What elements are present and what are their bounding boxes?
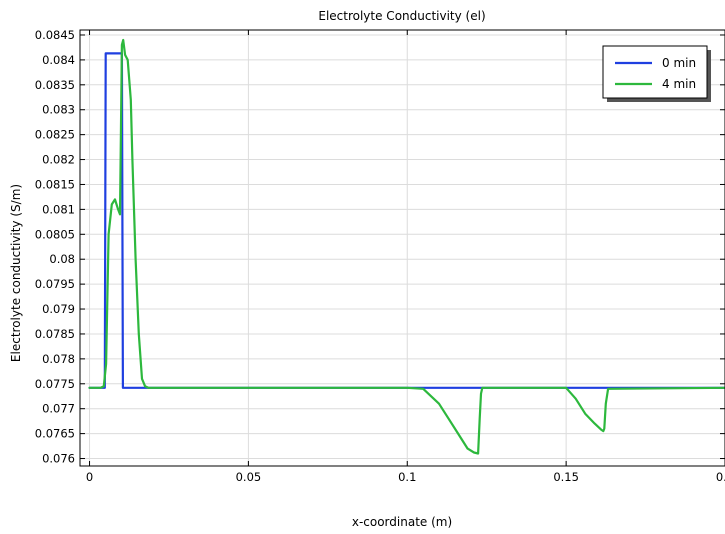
y-tick-label: 0.0765 (35, 427, 75, 441)
y-tick-label: 0.0825 (35, 128, 75, 142)
series-layer (88, 38, 725, 455)
x-tick-label: 0.15 (553, 470, 579, 484)
legend: 0 min 4 min (602, 45, 711, 102)
grid (80, 30, 725, 466)
y-tick-label: 0.079 (42, 302, 75, 316)
legend-label-0-min: 0 min (662, 56, 696, 70)
y-tick-label: 0.0795 (35, 277, 75, 291)
series-line-4-min (88, 38, 725, 455)
y-tick-label: 0.0785 (35, 327, 75, 341)
y-tick-label: 0.078 (42, 352, 75, 366)
y-tick-label: 0.084 (42, 53, 75, 67)
y-tick-label: 0.081 (42, 202, 75, 216)
ticks: 0 0.05 0.1 0.15 0.2 0.076 0.0765 0.077 0.0775 0.0… (35, 28, 725, 484)
x-axis-title: x-coordinate (m) (352, 515, 452, 529)
y-axis-title: Electrolyte conductivity (S/m) (9, 184, 23, 362)
x-tick-label: 0.1 (398, 470, 416, 484)
x-tick-label: 0 (86, 470, 93, 484)
y-tick-label: 0.0835 (35, 78, 75, 92)
y-tick-label: 0.08 (49, 252, 75, 266)
chart-title: Electrolyte Conductivity (el) (318, 9, 485, 23)
y-tick-label: 0.076 (42, 452, 75, 466)
plot-frame (79, 29, 725, 467)
legend-label-4-min: 4 min (662, 77, 696, 91)
y-tick-label: 0.083 (42, 103, 75, 117)
y-tick-label: 0.0805 (35, 227, 75, 241)
x-tick-label: 0.2 (716, 470, 725, 484)
legend-box (602, 45, 708, 99)
y-tick-label: 0.077 (42, 402, 75, 416)
y-tick-label: 0.0775 (35, 377, 75, 391)
x-tick-label: 0.05 (236, 470, 262, 484)
y-tick-label: 0.0815 (35, 177, 75, 191)
y-tick-label: 0.0845 (35, 28, 75, 42)
y-tick-label: 0.082 (42, 153, 75, 167)
